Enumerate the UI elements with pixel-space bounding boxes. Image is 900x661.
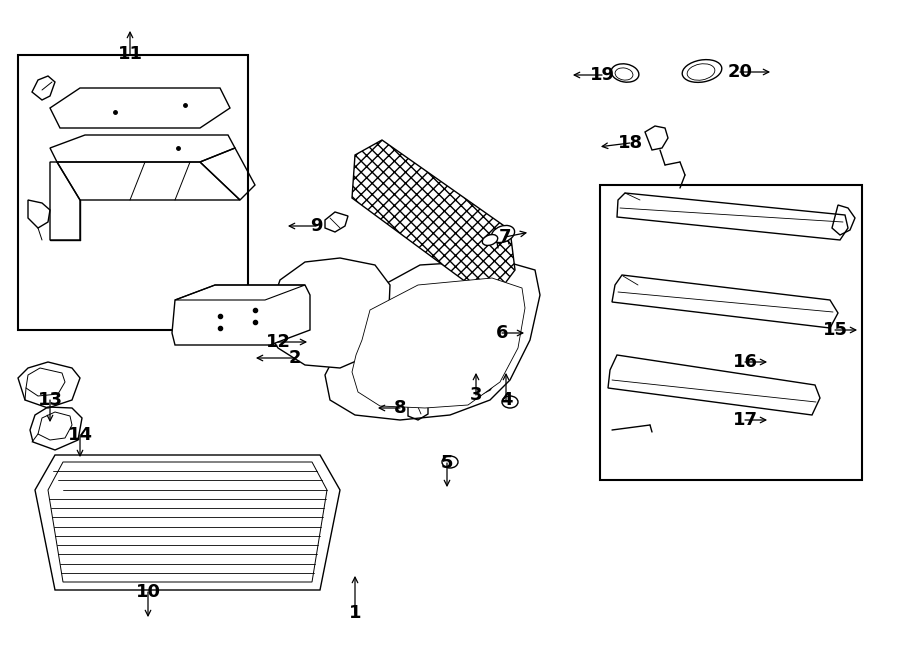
Text: 10: 10 [136,583,160,601]
Text: 11: 11 [118,45,142,63]
Ellipse shape [502,396,518,408]
Text: 12: 12 [266,333,291,351]
Text: 5: 5 [441,454,454,472]
Text: 1: 1 [349,604,361,622]
Text: 15: 15 [823,321,848,339]
Text: 19: 19 [590,66,615,84]
Ellipse shape [482,235,498,245]
Bar [18,55,248,330]
Text: 8: 8 [393,399,406,417]
Polygon shape [352,278,525,408]
Ellipse shape [611,64,639,82]
Polygon shape [325,260,540,420]
Text: 16: 16 [733,353,758,371]
Ellipse shape [687,63,715,80]
Text: 3: 3 [470,386,482,404]
Text: 6: 6 [496,324,508,342]
Text: 4: 4 [500,391,512,409]
Polygon shape [352,140,515,290]
Ellipse shape [615,68,633,80]
Text: 13: 13 [38,391,62,409]
Text: 2: 2 [289,349,302,367]
Polygon shape [265,258,390,368]
Ellipse shape [682,59,722,83]
Polygon shape [172,285,310,345]
Text: 14: 14 [68,426,93,444]
Polygon shape [35,455,340,590]
Text: 9: 9 [310,217,322,235]
Bar [600,185,862,480]
Polygon shape [415,285,518,400]
Ellipse shape [442,456,458,468]
Ellipse shape [491,225,515,243]
Text: 7: 7 [499,228,511,246]
Text: 17: 17 [733,411,758,429]
Text: 20: 20 [727,63,752,81]
Text: 18: 18 [617,134,643,152]
